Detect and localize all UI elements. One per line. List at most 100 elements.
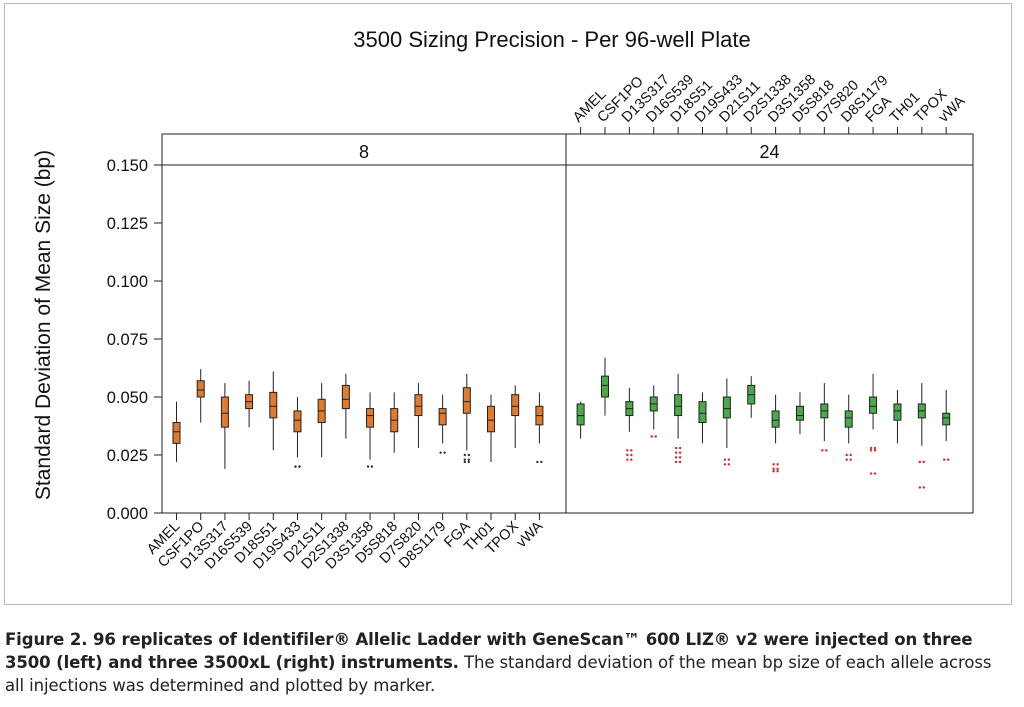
box-body [196,380,205,398]
y-tick-label: 0.125 [107,215,148,233]
outlier-point [626,449,629,452]
outlier-point [772,467,775,471]
outlier-point [370,465,374,468]
box-body [674,394,683,417]
outlier-point [922,486,926,489]
outlier-point [540,460,543,464]
outlier-point [946,458,950,461]
outlier-point [918,460,922,464]
outlier-point [674,446,678,450]
outlier-point [922,460,926,464]
outlier-point [869,446,873,450]
outlier-point [674,451,678,454]
box-body [942,412,951,426]
box-body [795,405,804,421]
outlier-point [366,465,370,468]
box-body [366,408,375,428]
box-body [600,375,609,398]
y-tick-label: 0.050 [107,389,148,407]
outlier-point [294,465,297,468]
outlier-point [723,458,727,461]
outlier-point [463,460,467,464]
chart-title: 3500 Sizing Precision - Per 96-well Plat… [353,27,750,52]
y-tick-label: 0.075 [107,331,148,349]
outlier-point [630,453,633,457]
box-body [869,396,878,414]
caption-text: The standard deviation of the mean bp si… [5,653,992,695]
panel-header-label: 24 [759,142,779,162]
outlier-point [678,446,682,450]
outlier-point [650,435,653,438]
outlier-point [873,446,877,450]
caption-bold: Figure 2. 96 replicates of Identifiler® … [5,630,973,672]
y-tick-label: 0.150 [107,157,148,175]
outlier-point [723,463,727,466]
outlier-point [849,453,852,457]
outlier-point [772,463,775,466]
boxplot-chart: 3500 Sizing Precision - Per 96-well Plat… [32,27,974,573]
outlier-point [727,458,731,461]
outlier-point [626,458,629,461]
outlier-point [443,451,446,454]
outlier-point [674,456,678,459]
outlier-point [630,449,633,452]
box-body [771,410,780,428]
box-body [722,396,731,419]
box-body [893,403,902,421]
outlier-point [825,449,828,452]
panel-frame [565,133,974,514]
box-body [220,396,229,428]
outlier-point [776,470,779,473]
panel-header-label: 8 [359,142,369,162]
y-axis-label: Standard Deviation of Mean Size (bp) [32,150,55,500]
box-body [438,408,447,426]
outlier-point [463,458,467,461]
outlier-point [654,435,657,438]
panel-frame [161,133,567,514]
outlier-point [845,458,848,461]
outlier-point [626,453,629,457]
box-body [414,394,423,417]
outlier-point [298,465,301,468]
outlier-point [849,458,852,461]
box-body [698,401,707,424]
outlier-point [630,458,633,461]
outlier-point [873,449,877,452]
outlier-point [727,463,731,466]
outlier-point [776,463,779,466]
y-tick-label: 0.025 [107,447,148,465]
box-body [576,403,585,426]
outlier-point [869,449,873,452]
outlier-point [776,467,779,471]
box-body [172,422,181,444]
y-tick-label: 0.100 [107,273,148,291]
box-body [341,384,350,410]
outlier-point [467,458,471,461]
box-body [511,394,520,417]
outlier-point [467,453,471,457]
figure-caption: Figure 2. 96 replicates of Identifiler® … [5,628,1015,697]
outlier-point [467,460,471,464]
x-tick-label: vWA [514,518,547,551]
outlier-point [918,486,922,489]
box-body [462,387,471,414]
outlier-point [873,472,877,475]
outlier-point [678,460,682,464]
outlier-point [942,458,946,461]
outlier-point [536,460,539,464]
outlier-point [674,460,678,464]
outlier-point [439,451,442,454]
box-body [293,410,302,433]
box-body [844,410,853,428]
outlier-point [772,470,775,473]
outlier-point [821,449,824,452]
box-body [269,391,278,419]
figure-frame [4,3,1012,605]
outlier-point [678,456,682,459]
outlier-point [869,472,873,475]
y-tick-label: 0.000 [107,505,148,523]
outlier-point [845,453,848,457]
box-body [487,405,496,433]
outlier-point [463,453,467,457]
outlier-point [678,451,682,454]
